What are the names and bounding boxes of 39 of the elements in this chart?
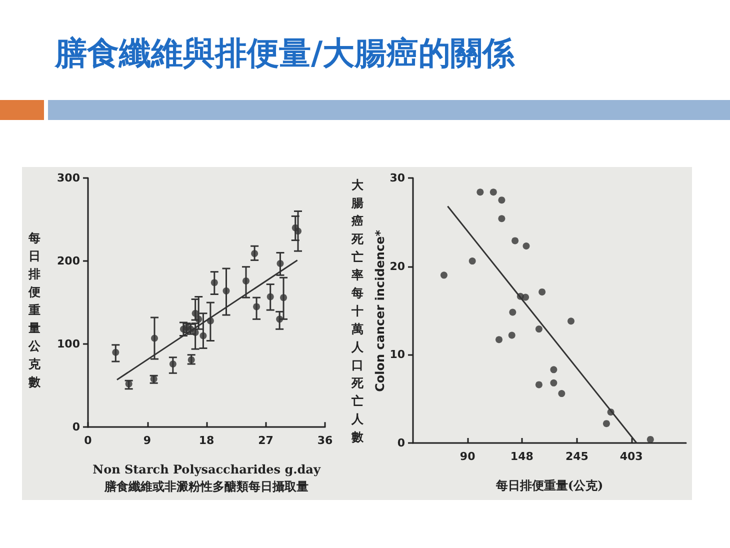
x-tick-label: 36 (317, 434, 333, 448)
chart-title: 膳食纖維與排便量/大腸癌的關係 (55, 33, 515, 74)
y-tick-label: 10 (390, 348, 406, 362)
y-tick-label: 300 (57, 172, 80, 184)
x-tick-label: 245 (565, 450, 588, 463)
x-tick-label: 148 (510, 450, 534, 463)
point (276, 316, 284, 323)
point (266, 293, 274, 300)
y-tick-label: 20 (390, 260, 406, 273)
y-tick-label: 0 (72, 420, 80, 434)
y-tick-label: 30 (390, 172, 406, 184)
point (195, 316, 202, 323)
point (222, 287, 230, 294)
point (112, 348, 120, 356)
point (280, 294, 288, 302)
point (253, 303, 260, 310)
point (294, 228, 302, 235)
point (210, 279, 218, 286)
x-tick-label: 18 (198, 434, 214, 448)
point (200, 332, 207, 340)
x-tick-label: 90 (460, 450, 476, 463)
x-tick-label: 27 (258, 434, 274, 448)
text: 每日排便重量公克數 (28, 231, 40, 389)
point (242, 277, 250, 284)
point (192, 310, 199, 317)
point (192, 328, 199, 336)
x-tick-label: 0 (84, 434, 92, 448)
y-tick-label: 100 (57, 338, 80, 351)
x-axis-title: 每日排便重量(公克) (494, 478, 604, 492)
point (169, 360, 176, 368)
y-tick-label: 200 (57, 254, 80, 268)
x-tick-label: 403 (620, 450, 643, 463)
x-axis-title: Non Starch Polysaccharides g.day 膳食纖維或非澱粉性多醣類每日攝取量 (92, 462, 322, 494)
point (125, 380, 132, 388)
point (276, 260, 284, 268)
point (206, 317, 214, 324)
x-tick-label: 9 (143, 434, 152, 448)
point (151, 334, 158, 342)
point (251, 250, 258, 258)
